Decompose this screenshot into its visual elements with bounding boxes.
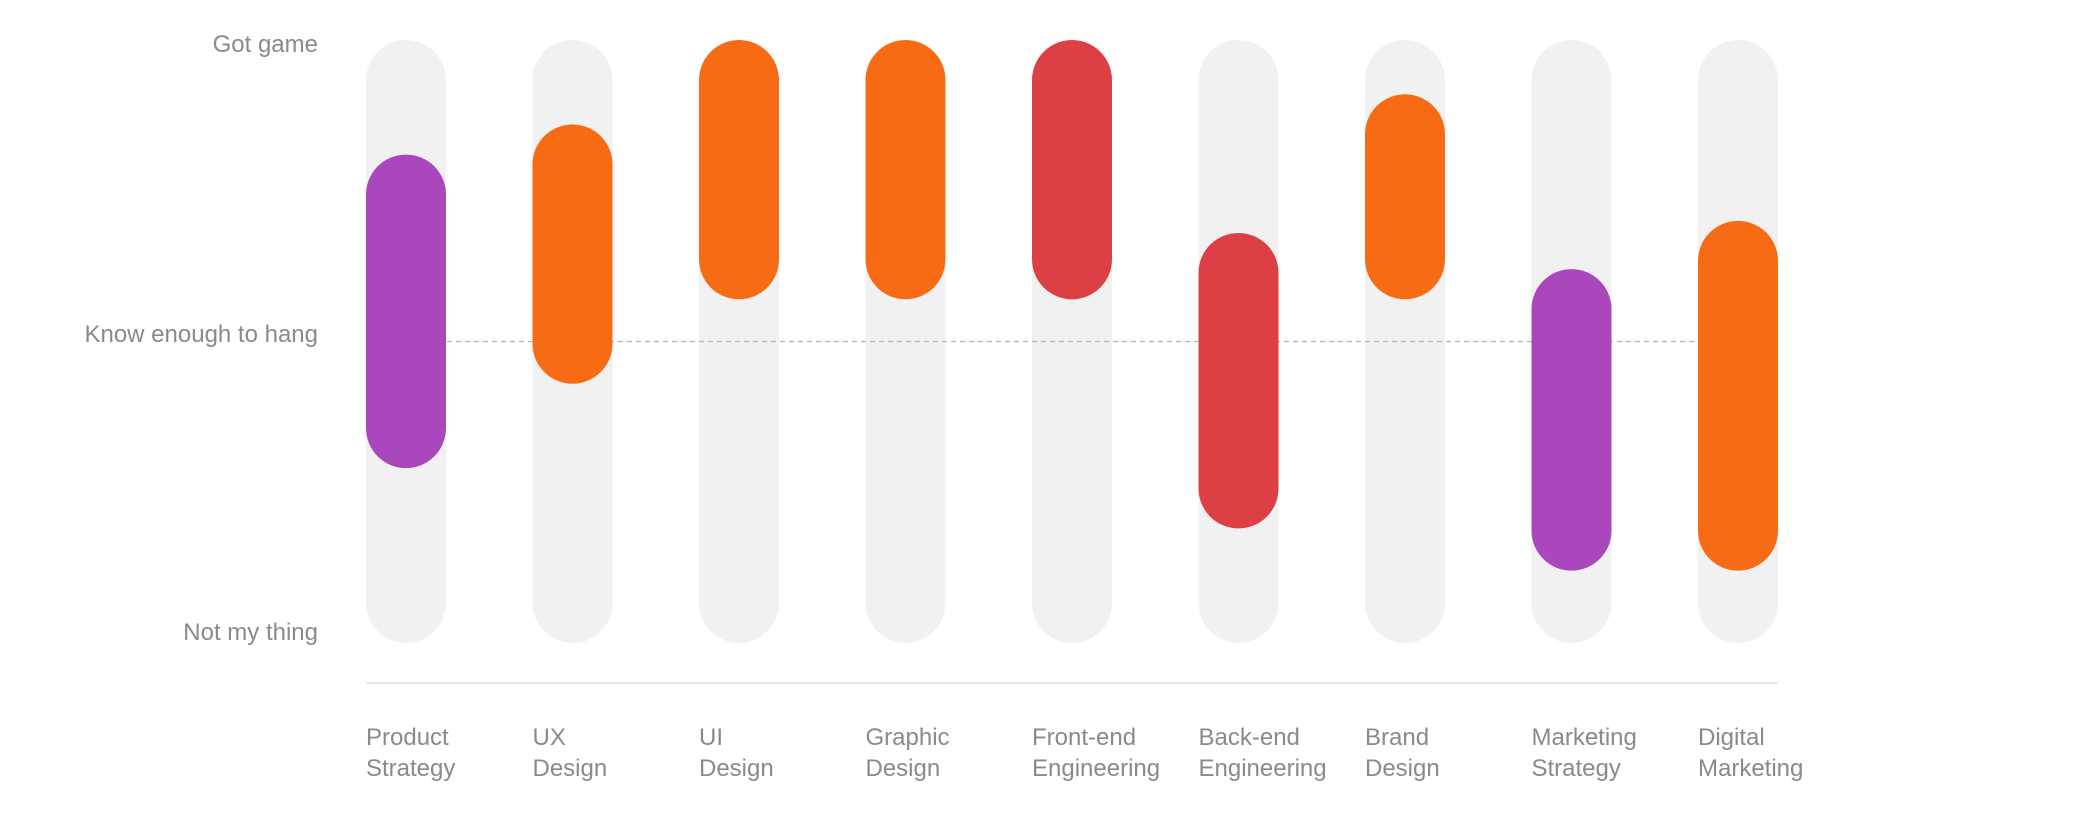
x-axis-labels: Product Strategy UX Design UI Design Graphic De… [366, 724, 1803, 782]
x-label-line: Product [366, 724, 449, 751]
x-label-line: Front-end [1032, 724, 1136, 751]
range-bar-3 [865, 40, 946, 300]
range-bar-2 [699, 40, 779, 300]
x-label-line: Digital [1698, 724, 1765, 751]
x-label-line: Design [699, 755, 774, 782]
range-bar-0 [366, 154, 446, 469]
x-label-line: UI [699, 724, 723, 751]
range-bar-4 [1032, 40, 1112, 300]
x-label-line: Graphic [866, 724, 950, 751]
x-label-line: Marketing [1698, 755, 1803, 782]
x-label-8: Digital Marketing [1698, 724, 1803, 782]
x-label-line: Design [533, 755, 608, 782]
range-bar-7 [1531, 269, 1612, 571]
x-label-5: Back-end Engineering [1199, 724, 1327, 782]
range-bar-1 [532, 124, 613, 384]
range-bar-6 [1365, 94, 1445, 300]
x-label-line: Strategy [1532, 755, 1621, 782]
x-label-line: Engineering [1032, 755, 1160, 782]
y-label-top: Got game [213, 31, 318, 58]
x-label-line: Back-end [1199, 724, 1300, 751]
x-label-line: Engineering [1199, 755, 1327, 782]
x-label-line: Marketing [1532, 724, 1637, 751]
x-label-line: Design [1365, 755, 1440, 782]
x-label-3: Graphic Design [866, 724, 950, 782]
range-bar-8 [1698, 220, 1778, 571]
range-bars [366, 40, 1778, 571]
x-label-2: UI Design [699, 724, 774, 782]
y-label-bottom: Not my thing [183, 619, 318, 646]
y-axis-labels: Got game Know enough to hang Not my thing [84, 31, 318, 646]
x-label-1: UX Design [533, 724, 608, 782]
x-label-line: Design [866, 755, 941, 782]
x-label-4: Front-end Engineering [1032, 724, 1160, 782]
x-label-7: Marketing Strategy [1532, 724, 1637, 782]
x-label-line: Strategy [366, 755, 455, 782]
x-label-6: Brand Design [1365, 724, 1440, 782]
y-label-middle: Know enough to hang [84, 321, 318, 348]
x-label-line: UX [533, 724, 566, 751]
range-bar-5 [1198, 232, 1279, 529]
x-label-line: Brand [1365, 724, 1429, 751]
x-label-0: Product Strategy [366, 724, 455, 782]
